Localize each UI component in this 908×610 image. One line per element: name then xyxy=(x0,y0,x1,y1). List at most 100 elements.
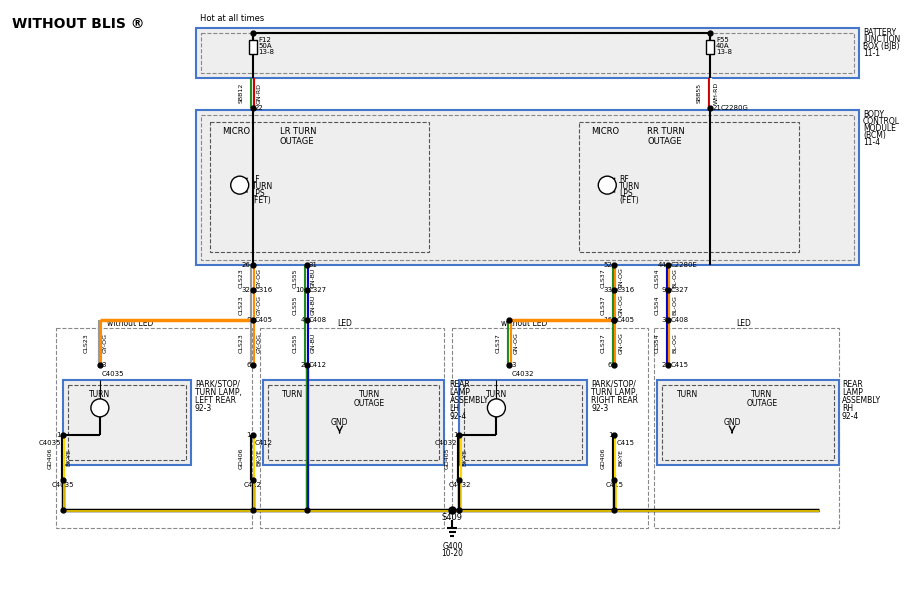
Text: TURN: TURN xyxy=(359,390,380,399)
Text: TURN LAMP,: TURN LAMP, xyxy=(194,388,242,397)
Text: REAR: REAR xyxy=(842,380,863,389)
Text: C415: C415 xyxy=(670,362,688,368)
Text: C2280E: C2280E xyxy=(670,262,697,268)
Circle shape xyxy=(488,399,506,417)
Text: C408: C408 xyxy=(670,317,688,323)
Text: GN-OG: GN-OG xyxy=(513,332,518,354)
Text: C316: C316 xyxy=(254,287,273,293)
Text: C316: C316 xyxy=(617,287,635,293)
Text: BL-OG: BL-OG xyxy=(672,333,677,353)
Text: ASSEMBLY: ASSEMBLY xyxy=(842,396,881,405)
Text: 8: 8 xyxy=(246,317,251,323)
Bar xyxy=(196,110,859,265)
Text: C405: C405 xyxy=(254,317,272,323)
Text: LAMP: LAMP xyxy=(842,388,863,397)
Circle shape xyxy=(91,399,109,417)
Text: GD406: GD406 xyxy=(48,447,53,468)
Text: C4035: C4035 xyxy=(102,371,124,377)
Text: TURN: TURN xyxy=(282,390,303,399)
Bar xyxy=(662,385,834,460)
Text: 2: 2 xyxy=(301,362,304,368)
Text: 2: 2 xyxy=(97,403,103,413)
Circle shape xyxy=(231,176,249,194)
Bar xyxy=(268,385,439,460)
Text: GN-BU: GN-BU xyxy=(311,333,316,353)
Text: GN-OG: GN-OG xyxy=(618,267,623,289)
Bar xyxy=(657,380,839,465)
Text: OUTAGE: OUTAGE xyxy=(746,399,777,408)
Bar xyxy=(260,328,444,528)
Text: 1: 1 xyxy=(453,432,458,438)
Text: WH-RD: WH-RD xyxy=(714,82,719,104)
Text: 11-4: 11-4 xyxy=(863,138,880,147)
Text: F55: F55 xyxy=(716,37,729,43)
Text: LAMP: LAMP xyxy=(449,388,470,397)
Text: CLS54: CLS54 xyxy=(654,295,659,315)
Bar xyxy=(68,385,186,460)
Text: GN-BU: GN-BU xyxy=(311,268,316,288)
Text: RF: RF xyxy=(619,175,629,184)
Text: 31: 31 xyxy=(309,262,318,268)
Text: 10-20: 10-20 xyxy=(441,549,463,558)
Text: 33: 33 xyxy=(603,287,612,293)
Text: CLS23: CLS23 xyxy=(239,295,243,315)
Text: 4: 4 xyxy=(301,317,304,323)
Text: C412: C412 xyxy=(309,362,327,368)
Text: 40A: 40A xyxy=(716,43,730,49)
Text: GN-RD: GN-RD xyxy=(257,83,262,104)
Text: C405: C405 xyxy=(617,317,635,323)
Text: SBB12: SBB12 xyxy=(239,83,243,103)
Text: TURN: TURN xyxy=(676,390,697,399)
Text: GD406: GD406 xyxy=(600,447,606,468)
Text: GY-OG: GY-OG xyxy=(257,333,262,353)
Text: BK-YE: BK-YE xyxy=(257,450,262,466)
Bar xyxy=(56,328,252,528)
Text: C412: C412 xyxy=(243,482,262,488)
Text: GN-BU: GN-BU xyxy=(311,295,316,315)
Text: 11-1: 11-1 xyxy=(863,49,880,59)
Text: (FET): (FET) xyxy=(252,196,271,205)
Text: CLS23: CLS23 xyxy=(84,333,89,353)
Text: CLS55: CLS55 xyxy=(292,268,298,288)
Text: TURN: TURN xyxy=(752,390,773,399)
Text: GN-OG: GN-OG xyxy=(618,332,623,354)
Text: BK-YE: BK-YE xyxy=(618,450,623,466)
Text: LR TURN: LR TURN xyxy=(280,127,316,136)
Text: 3: 3 xyxy=(662,317,666,323)
Bar xyxy=(452,328,648,528)
Text: TURN: TURN xyxy=(89,390,111,399)
Text: C415: C415 xyxy=(617,440,635,446)
Text: 2: 2 xyxy=(493,403,499,413)
Text: 9: 9 xyxy=(662,287,666,293)
Text: OUTAGE: OUTAGE xyxy=(280,137,314,146)
Text: CLS55: CLS55 xyxy=(292,333,298,353)
Text: 50A: 50A xyxy=(259,43,272,49)
Text: RH: RH xyxy=(842,404,854,413)
Text: 16: 16 xyxy=(603,317,612,323)
Text: REAR: REAR xyxy=(449,380,470,389)
Text: without LED: without LED xyxy=(106,319,153,328)
Text: MICRO: MICRO xyxy=(222,127,250,136)
Text: RR TURN: RR TURN xyxy=(647,127,685,136)
Bar xyxy=(706,40,714,54)
Text: TURN: TURN xyxy=(619,182,640,191)
Text: BOX (BJB): BOX (BJB) xyxy=(863,42,900,51)
Text: MICRO: MICRO xyxy=(591,127,619,136)
Bar xyxy=(579,122,799,252)
Text: G400: G400 xyxy=(442,542,463,551)
Text: 13-8: 13-8 xyxy=(716,49,732,56)
Text: GD406: GD406 xyxy=(239,447,243,468)
Text: 26: 26 xyxy=(242,262,251,268)
Text: JUNCTION: JUNCTION xyxy=(863,35,900,45)
Bar xyxy=(262,380,444,465)
Text: GY-OG: GY-OG xyxy=(257,268,262,288)
Text: without LED: without LED xyxy=(501,319,548,328)
Text: CLS37: CLS37 xyxy=(600,295,606,315)
Text: 2: 2 xyxy=(662,362,666,368)
Bar xyxy=(249,40,257,54)
Text: BK-YE: BK-YE xyxy=(66,450,71,466)
Text: C412: C412 xyxy=(254,440,272,446)
Text: BL-OG: BL-OG xyxy=(672,268,677,288)
Text: 21: 21 xyxy=(712,106,721,111)
Text: 10: 10 xyxy=(296,287,304,293)
